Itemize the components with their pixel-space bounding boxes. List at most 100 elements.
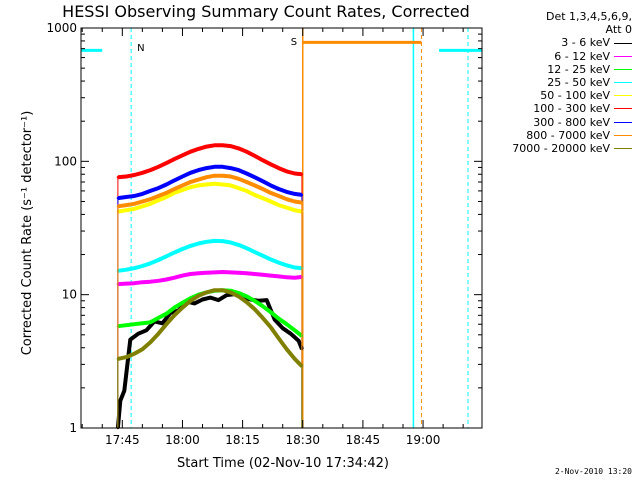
axes: 17:45 18:00 18:15 18:30 18:45 19:00 1 10 100 1000 xyxy=(46,21,482,447)
data-point xyxy=(277,166,280,170)
data-point xyxy=(157,199,160,202)
x-tick-label: 17:45 xyxy=(105,433,140,447)
data-point xyxy=(213,271,216,274)
x-tick-label: 19:00 xyxy=(406,433,441,447)
data-point xyxy=(293,192,296,196)
data-point xyxy=(189,186,192,189)
data-point xyxy=(173,251,176,254)
data-point xyxy=(269,184,272,187)
data-point xyxy=(165,312,168,315)
y-tick-label: 100 xyxy=(54,154,77,168)
legend-header-line-2: Att 0 xyxy=(605,23,632,37)
data-point xyxy=(269,258,272,261)
data-point xyxy=(261,196,264,200)
data-point xyxy=(253,184,256,187)
data-point xyxy=(300,201,304,204)
data-point xyxy=(201,298,204,301)
data-point xyxy=(197,294,200,297)
data-point xyxy=(245,150,248,153)
legend-swatch xyxy=(614,121,632,123)
data-point xyxy=(165,191,168,195)
data-point xyxy=(157,258,160,262)
data-point xyxy=(285,264,288,267)
data-point xyxy=(213,239,216,243)
data-point xyxy=(237,243,240,247)
data-point xyxy=(173,191,176,195)
data-point xyxy=(197,147,200,151)
data-point xyxy=(277,261,280,264)
data-point xyxy=(221,144,224,147)
data-point xyxy=(221,239,224,243)
data-point xyxy=(285,323,288,326)
data-point xyxy=(265,298,268,302)
y-tick-label: 1 xyxy=(69,421,77,435)
x-tick-label: 18:15 xyxy=(225,433,260,447)
data-point xyxy=(197,184,200,187)
data-point xyxy=(173,157,176,161)
data-point xyxy=(165,255,168,258)
data-point xyxy=(293,209,296,212)
data-point xyxy=(165,278,168,281)
data-point xyxy=(273,318,276,321)
data-point xyxy=(205,166,208,170)
legend-label: 25 - 50 keV xyxy=(547,75,610,89)
data-point xyxy=(269,191,272,195)
data-point xyxy=(189,272,192,276)
y-tick-label: 1000 xyxy=(46,21,77,35)
data-point xyxy=(253,250,256,254)
data-point xyxy=(237,186,240,190)
data-point xyxy=(133,352,136,355)
data-point xyxy=(221,289,224,292)
data-point xyxy=(261,273,264,276)
data-point xyxy=(181,188,184,192)
legend-entry: 12 - 25 keV xyxy=(484,63,632,76)
data-point xyxy=(133,202,136,205)
data-point xyxy=(229,144,232,148)
legend-entries: 3 - 6 keV 6 - 12 keV 12 - 25 keV 25 - 50 ke… xyxy=(484,36,632,155)
data-point xyxy=(277,317,280,320)
data-point xyxy=(149,202,152,205)
series-line xyxy=(117,143,303,180)
data-point xyxy=(221,174,224,177)
data-point xyxy=(197,168,200,172)
data-point xyxy=(157,165,160,168)
legend-label: 7000 - 20000 keV xyxy=(512,141,610,155)
data-point xyxy=(293,266,296,269)
data-point xyxy=(165,161,168,165)
legend-entry: 3 - 6 keV xyxy=(484,36,632,49)
data-point xyxy=(213,165,216,168)
data-point xyxy=(165,323,168,326)
legend-swatch xyxy=(614,108,632,110)
legend-swatch xyxy=(614,148,632,149)
data-point xyxy=(229,241,232,244)
x-axis-label: Start Time (02-Nov-10 17:34:42) xyxy=(177,456,389,471)
data-point xyxy=(205,183,208,186)
data-point xyxy=(133,207,136,211)
data-point xyxy=(189,244,192,248)
data-point xyxy=(197,242,200,245)
data-point xyxy=(300,365,304,368)
legend-entry: 25 - 50 keV xyxy=(484,76,632,89)
data-point xyxy=(285,190,288,194)
y-tick-label: 10 xyxy=(62,288,77,302)
data-point xyxy=(141,322,144,325)
data-point xyxy=(277,194,280,198)
legend-label: 3 - 6 keV xyxy=(561,36,610,50)
data-point xyxy=(237,271,240,274)
data-point xyxy=(213,182,216,185)
data-point xyxy=(229,184,232,187)
legend-label: 800 - 7000 keV xyxy=(526,128,610,142)
data-point xyxy=(165,183,168,186)
data-point xyxy=(181,184,184,187)
series-line xyxy=(117,181,303,214)
data-point xyxy=(173,187,176,191)
data-point xyxy=(297,339,300,343)
data-point xyxy=(269,326,272,329)
data-point xyxy=(253,176,256,179)
data-point xyxy=(173,179,176,182)
data-point xyxy=(293,357,296,361)
data-point xyxy=(141,205,144,208)
data-point xyxy=(157,186,160,190)
data-point xyxy=(245,247,248,250)
